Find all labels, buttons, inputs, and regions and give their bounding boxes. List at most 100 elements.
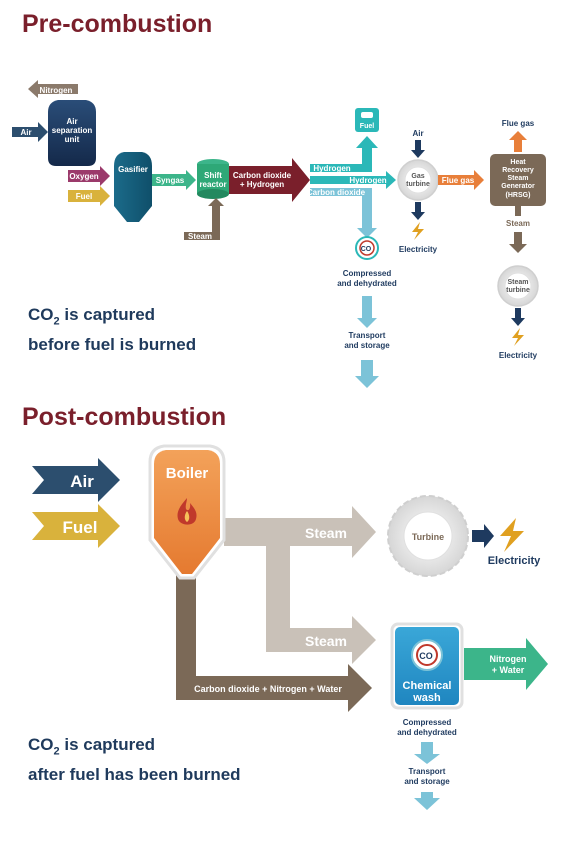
shift-label-2: reactor [199, 180, 226, 189]
air-in-label: Air [20, 128, 31, 137]
air-separation-unit: Air separation unit [48, 100, 96, 166]
compressed-post-1: Compressed [403, 718, 452, 727]
fuel-label: Fuel [76, 192, 92, 201]
carbon-dioxide-label: Carbon dioxide [307, 188, 366, 197]
shift-label-1: Shift [204, 171, 222, 180]
compressed-pre-1: Compressed [343, 269, 392, 278]
hydrogen-to-turbine-arrow: Hydrogen [310, 171, 396, 189]
gas-turbine: Gas turbine [397, 159, 439, 201]
gt-electricity-arrow [411, 202, 425, 220]
fuel-post-label: Fuel [63, 518, 98, 537]
steam-top-label: Steam [305, 525, 347, 541]
transport-pre-1: Transport [349, 331, 386, 340]
transport-arrow-post-2 [414, 792, 440, 810]
steam-pipe: Steam Steam [224, 506, 376, 664]
asu-label-2: separation [52, 126, 93, 135]
co2-badge-pre: CO [355, 236, 379, 260]
fuel-pump-label: Fuel [360, 123, 374, 130]
boiler-label: Boiler [166, 465, 209, 482]
gt-electricity-icon [412, 222, 424, 240]
hrsg-label-4: Generator [501, 183, 535, 190]
st-electricity-icon [512, 328, 524, 346]
hrsg-label-5: (HRSG) [506, 192, 531, 199]
co2-badge-pre-label: CO [361, 246, 372, 253]
flue-gas-up-arrow [509, 131, 527, 152]
hrsg-connector [515, 206, 521, 216]
carbon-dioxide-arrow: Carbon dioxide [307, 188, 377, 238]
syngas-arrow: Syngas [152, 170, 196, 190]
electricity-post-icon [500, 518, 524, 552]
chemical-wash-label-1: Chemical [403, 680, 452, 692]
flue-gas-top-label: Flue gas [502, 119, 535, 128]
hydrogen-top-label: Hydrogen [313, 164, 350, 173]
air-in-arrow: Air [12, 122, 48, 142]
steam-bottom-label: Steam [305, 633, 347, 649]
transport-arrow-post-1 [414, 742, 440, 764]
asu-label-1: Air [66, 117, 77, 126]
st-electricity-arrow [511, 308, 525, 326]
oxygen-arrow: Oxygen [68, 166, 110, 186]
steam-in-arrow: Steam [184, 198, 224, 241]
electricity-post-label: Electricity [488, 555, 541, 567]
gas-turbine-label-2: turbine [406, 181, 430, 188]
gasifier-label: Gasifier [118, 165, 148, 174]
gas-turbine-label-1: Gas [411, 173, 424, 180]
co2-hydrogen-arrow: Carbon dioxide + Hydrogen [229, 158, 310, 202]
flue-gas-arrow-label: Flue gas [442, 176, 475, 185]
hydrogen-mid-label: Hydrogen [349, 176, 386, 185]
pre-caption-line-1: CO2 is captured [28, 305, 156, 328]
nitrogen-water-label-1: Nitrogen [490, 654, 527, 664]
air-down-arrow [411, 140, 425, 158]
hrsg: Heat Recovery Steam Generator (HRSG) [490, 154, 546, 206]
nitrogen-label: Nitrogen [40, 86, 73, 95]
air-post-label: Air [70, 472, 94, 491]
electricity-gt-label: Electricity [399, 245, 438, 254]
electricity-st-label: Electricity [499, 351, 538, 360]
nitrogen-arrow: Nitrogen [28, 80, 78, 98]
nitrogen-water-label-2: + Water [492, 665, 525, 675]
steam-turbine-label-2: turbine [506, 287, 530, 294]
compressed-post-2: and dehydrated [397, 728, 457, 737]
fuel-arrow: Fuel [68, 186, 110, 206]
transport-post-1: Transport [409, 767, 446, 776]
flue-gas-arrow: Flue gas [438, 170, 484, 190]
hrsg-label-2: Recovery [502, 167, 534, 174]
turbine-post: Turbine [387, 495, 469, 577]
compressed-pre-2: and dehydrated [337, 279, 397, 288]
gasifier: Gasifier [114, 152, 152, 222]
pre-caption-line-2: before fuel is burned [28, 335, 197, 355]
steam-hrsg-label: Steam [506, 219, 530, 228]
post-caption-line-2: after fuel has been burned [28, 765, 241, 785]
steam-turbine-pre: Steam turbine [497, 265, 539, 307]
air-top-label: Air [412, 129, 423, 138]
flame-icon [177, 498, 197, 525]
nitrogen-water-arrow: Nitrogen + Water [464, 638, 548, 690]
steam-turbine-label-1: Steam [507, 279, 528, 286]
post-combustion-title: Post-combustion [22, 403, 227, 431]
transport-pre-2: and storage [344, 341, 390, 350]
hydrogen-up-arrow: Hydrogen [310, 136, 378, 173]
pre-caption: CO2 is captured before fuel is burned [28, 303, 196, 357]
chemical-wash-label-2: wash [412, 692, 441, 704]
post-caption-line-1: CO2 is captured [28, 735, 156, 758]
turbine-post-label: Turbine [412, 532, 444, 542]
flue-post-label: Carbon dioxide + Nitrogen + Water [194, 684, 342, 694]
co2-badge-post-label: CO [419, 651, 433, 661]
turbine-electricity-arrow [472, 524, 494, 548]
transport-arrow-pre-2 [355, 360, 379, 388]
co2-badge-post: CO [411, 639, 443, 671]
co2-h2-label-1: Carbon dioxide [233, 171, 292, 180]
oxygen-label: Oxygen [69, 172, 98, 181]
steam-down-arrow [509, 232, 527, 253]
transport-arrow-pre-1 [357, 296, 377, 328]
shift-reactor: Shift reactor [197, 159, 229, 199]
asu-label-3: unit [65, 135, 80, 144]
hrsg-label-3: Steam [507, 175, 528, 182]
transport-post-2: and storage [404, 777, 450, 786]
fuel-pump-icon: Fuel [355, 108, 379, 132]
hrsg-label-1: Heat [510, 159, 526, 166]
co2-h2-label-2: + Hydrogen [240, 180, 284, 189]
air-arrow-post: Air [32, 458, 120, 502]
steam-in-label: Steam [188, 232, 212, 241]
